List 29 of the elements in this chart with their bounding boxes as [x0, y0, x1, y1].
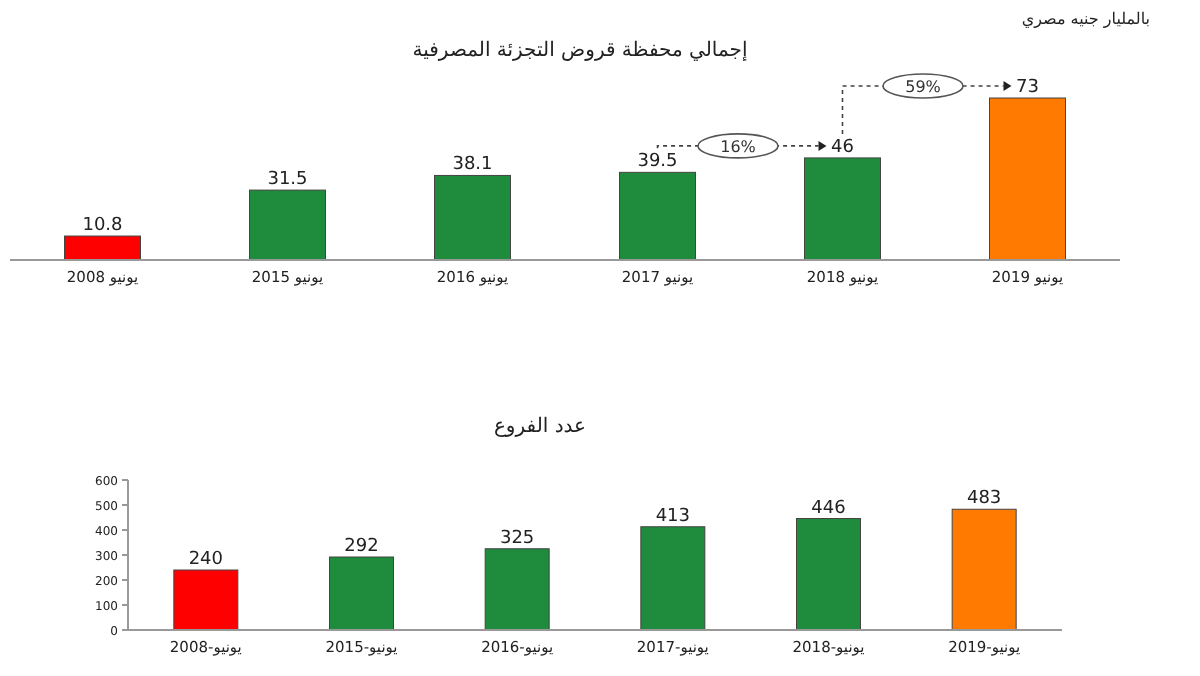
bar: [484, 548, 550, 631]
data-label: 39.5: [637, 152, 678, 173]
data-label: 413: [655, 506, 691, 527]
bar: [619, 171, 696, 261]
bar: [64, 235, 141, 261]
chart-title: إجمالي محفظة قروض التجزئة المصرفية: [412, 40, 748, 62]
data-label: 31.5: [267, 170, 308, 191]
annotation: 16%: [720, 137, 757, 156]
bar: [249, 189, 326, 261]
chart-title: عدد الفروع: [493, 416, 587, 438]
bar: [804, 157, 881, 261]
bar: [951, 508, 1017, 631]
bar: [640, 526, 706, 631]
bar: [434, 174, 511, 261]
data-label: 446: [811, 498, 847, 519]
bar: [173, 569, 239, 631]
bar: [796, 518, 861, 631]
text: 59%: [905, 78, 942, 96]
data-label: 38.1: [452, 155, 493, 176]
data-label: 46: [831, 137, 855, 158]
data-label: 240: [188, 550, 224, 570]
data-label: 10.8: [82, 216, 124, 237]
data-label: 292: [344, 537, 379, 557]
bar: [329, 556, 394, 631]
data-label: 483: [966, 489, 1002, 510]
data-label: 73: [1016, 78, 1039, 98]
chart-subtitle: بالمليار جنيه مصري: [1021, 10, 1150, 28]
bar: [989, 97, 1066, 261]
data-label: 325: [499, 528, 535, 549]
